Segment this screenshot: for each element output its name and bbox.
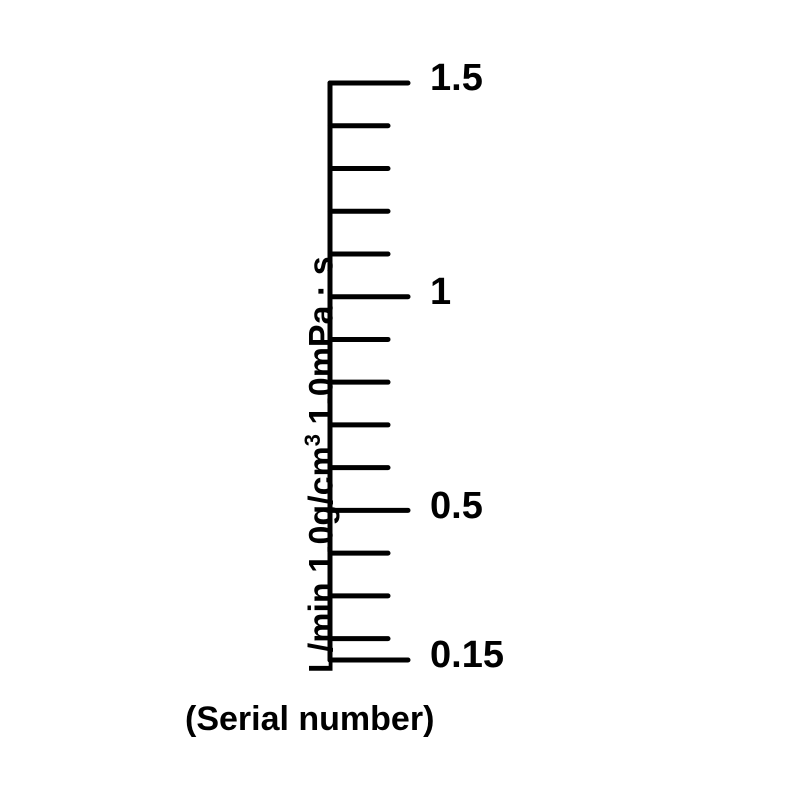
tick-label: 0.15 <box>430 634 504 677</box>
vertical-units-sup: 3 <box>300 434 325 446</box>
tick-label: 1 <box>430 271 451 314</box>
serial-number-label: (Serial number) <box>185 700 434 739</box>
vertical-units-label: L/min 1.0g/cm3 1.0mPa · s <box>300 256 341 673</box>
vertical-units-part1: L/min 1.0g/cm <box>302 446 340 673</box>
serial-number-text: (Serial number) <box>185 700 434 738</box>
tick-label: 1.5 <box>430 57 483 100</box>
tick-label: 0.5 <box>430 485 483 528</box>
vertical-units-part2: 1.0mPa · s <box>302 256 340 434</box>
flow-scale-diagram: L/min 1.0g/cm3 1.0mPa · s (Serial number… <box>0 0 800 800</box>
scale-svg <box>0 0 800 800</box>
